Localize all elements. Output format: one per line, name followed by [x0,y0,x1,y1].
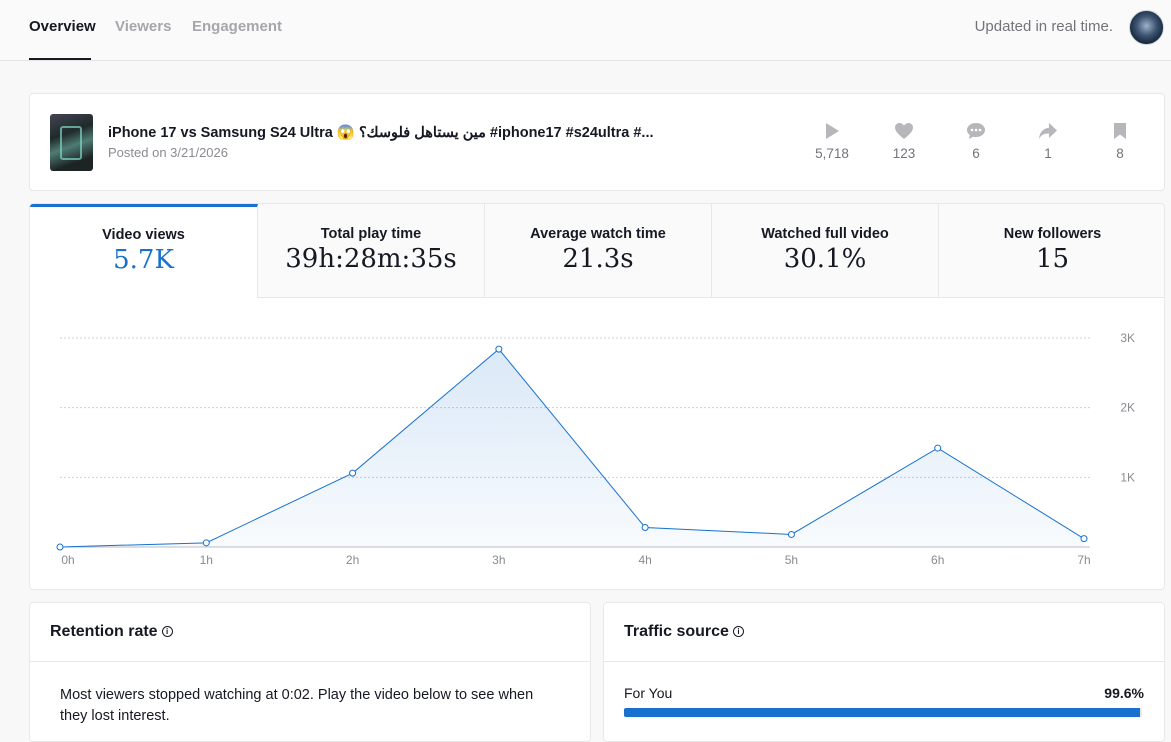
top-nav: Overview Viewers Engagement Updated in r… [0,0,1171,61]
x-tick-label: 3h [492,553,505,567]
traffic-source-bar [624,708,1142,717]
active-tab-indicator [29,58,91,60]
stat-plays: 5,718 [802,122,862,161]
chart-point-1h[interactable] [202,539,210,547]
x-tick-label: 4h [638,553,651,567]
metric-video-views[interactable]: Video views 5.7K [30,204,258,298]
x-tick-label: 5h [785,553,798,567]
chart-point-2h[interactable] [349,469,357,477]
y-tick-label: 2K [1120,401,1135,415]
chart-point-7h[interactable] [1080,535,1088,543]
stat-likes: 123 [874,122,934,161]
video-card: iPhone 17 vs Samsung S24 Ultra 😱 مين يست… [29,93,1165,191]
stat-saves: 8 [1090,122,1150,161]
y-tick-label: 3K [1120,331,1135,345]
x-tick-label: 2h [346,553,359,567]
x-tick-label: 6h [931,553,944,567]
y-tick-label: 1K [1120,470,1135,484]
chart-point-5h[interactable] [787,530,795,538]
divider [30,661,590,662]
video-views-chart: 0h 1h 2h 3h 4h 5h 6h 7h 1K 2K 3K [56,331,1135,567]
traffic-source-percent: 99.6% [1104,685,1144,701]
traffic-source-bar-fill [624,708,1140,717]
tab-viewers[interactable]: Viewers [115,18,172,35]
chart-point-6h[interactable] [934,444,942,452]
info-icon[interactable]: i [732,626,744,637]
retention-card: Retention rate i Most viewers stopped wat… [29,602,591,742]
stat-shares: 1 [1018,122,1078,161]
heart-icon [895,123,913,139]
tab-overview[interactable]: Overview [29,18,96,35]
chart-point-3h[interactable] [495,345,503,353]
chart-point-4h[interactable] [641,523,649,531]
chart-area [60,349,1084,547]
video-title: iPhone 17 vs Samsung S24 Ultra 😱 مين يست… [108,125,654,141]
x-tick-label: 1h [200,553,213,567]
comment-icon [967,123,985,139]
x-tick-label: 7h [1077,553,1090,567]
video-posted-date: Posted on 3/21/2026 [108,145,228,160]
avatar[interactable] [1129,10,1164,45]
bookmark-icon [1114,123,1126,139]
retention-text: Most viewers stopped watching at 0:02. P… [60,687,534,724]
divider [604,661,1164,662]
traffic-source-label: For You [624,685,673,701]
chart-line [59,348,1085,548]
metric-new-followers[interactable]: New followers 15 [939,204,1164,298]
chart-point-0h[interactable] [56,543,64,551]
metric-average-watch-time[interactable]: Average watch time 21.3s [485,204,712,298]
play-icon [826,123,839,139]
traffic-title: Traffic source i [624,623,744,641]
info-icon[interactable]: i [161,626,173,637]
stat-comments: 6 [946,122,1006,161]
metrics-card: Video views 5.7K Total play time 39h:28m… [29,203,1165,590]
retention-title: Retention rate i [50,623,173,641]
realtime-status: Updated in real time. [974,18,1113,35]
tab-engagement[interactable]: Engagement [192,18,283,35]
metric-watched-full-video[interactable]: Watched full video 30.1% [712,204,939,298]
x-tick-label: 0h [61,553,74,567]
video-thumbnail[interactable] [50,114,93,171]
share-icon [1039,123,1057,139]
metric-total-play-time[interactable]: Total play time 39h:28m:35s [258,204,485,298]
traffic-source-card: Traffic source i For You 99.6% [603,602,1165,742]
